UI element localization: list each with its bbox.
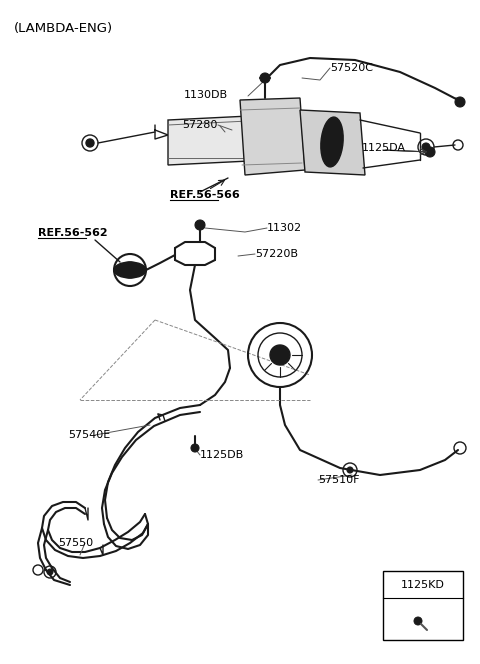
Polygon shape	[300, 110, 365, 175]
Circle shape	[47, 569, 53, 575]
Text: 57510F: 57510F	[318, 475, 360, 485]
Text: 57220B: 57220B	[255, 249, 298, 259]
Circle shape	[347, 467, 353, 473]
Bar	[383, 571, 463, 640]
Text: REF.56-566: REF.56-566	[170, 190, 240, 200]
Ellipse shape	[326, 127, 338, 157]
Text: 57540E: 57540E	[68, 430, 110, 440]
Text: 57520C: 57520C	[330, 63, 373, 73]
Text: 1125KD: 1125KD	[401, 580, 445, 590]
Text: 1125DA: 1125DA	[362, 143, 406, 153]
Text: 1125DB: 1125DB	[200, 450, 244, 460]
Ellipse shape	[321, 117, 343, 167]
Text: 57280: 57280	[182, 120, 218, 130]
Circle shape	[86, 139, 94, 147]
Text: REF.56-562: REF.56-562	[38, 228, 108, 238]
Circle shape	[455, 97, 465, 107]
Circle shape	[414, 617, 422, 625]
Polygon shape	[168, 115, 270, 165]
Circle shape	[191, 444, 199, 452]
Circle shape	[195, 220, 205, 230]
Text: 57550: 57550	[58, 538, 93, 548]
Circle shape	[422, 143, 430, 151]
Text: 11302: 11302	[267, 223, 302, 233]
Circle shape	[425, 147, 435, 157]
Circle shape	[270, 345, 290, 365]
Ellipse shape	[114, 262, 146, 278]
Circle shape	[260, 73, 270, 83]
Polygon shape	[240, 98, 305, 175]
Text: (LAMBDA-ENG): (LAMBDA-ENG)	[14, 22, 113, 35]
Text: 1130DB: 1130DB	[184, 90, 228, 100]
Ellipse shape	[119, 265, 141, 275]
